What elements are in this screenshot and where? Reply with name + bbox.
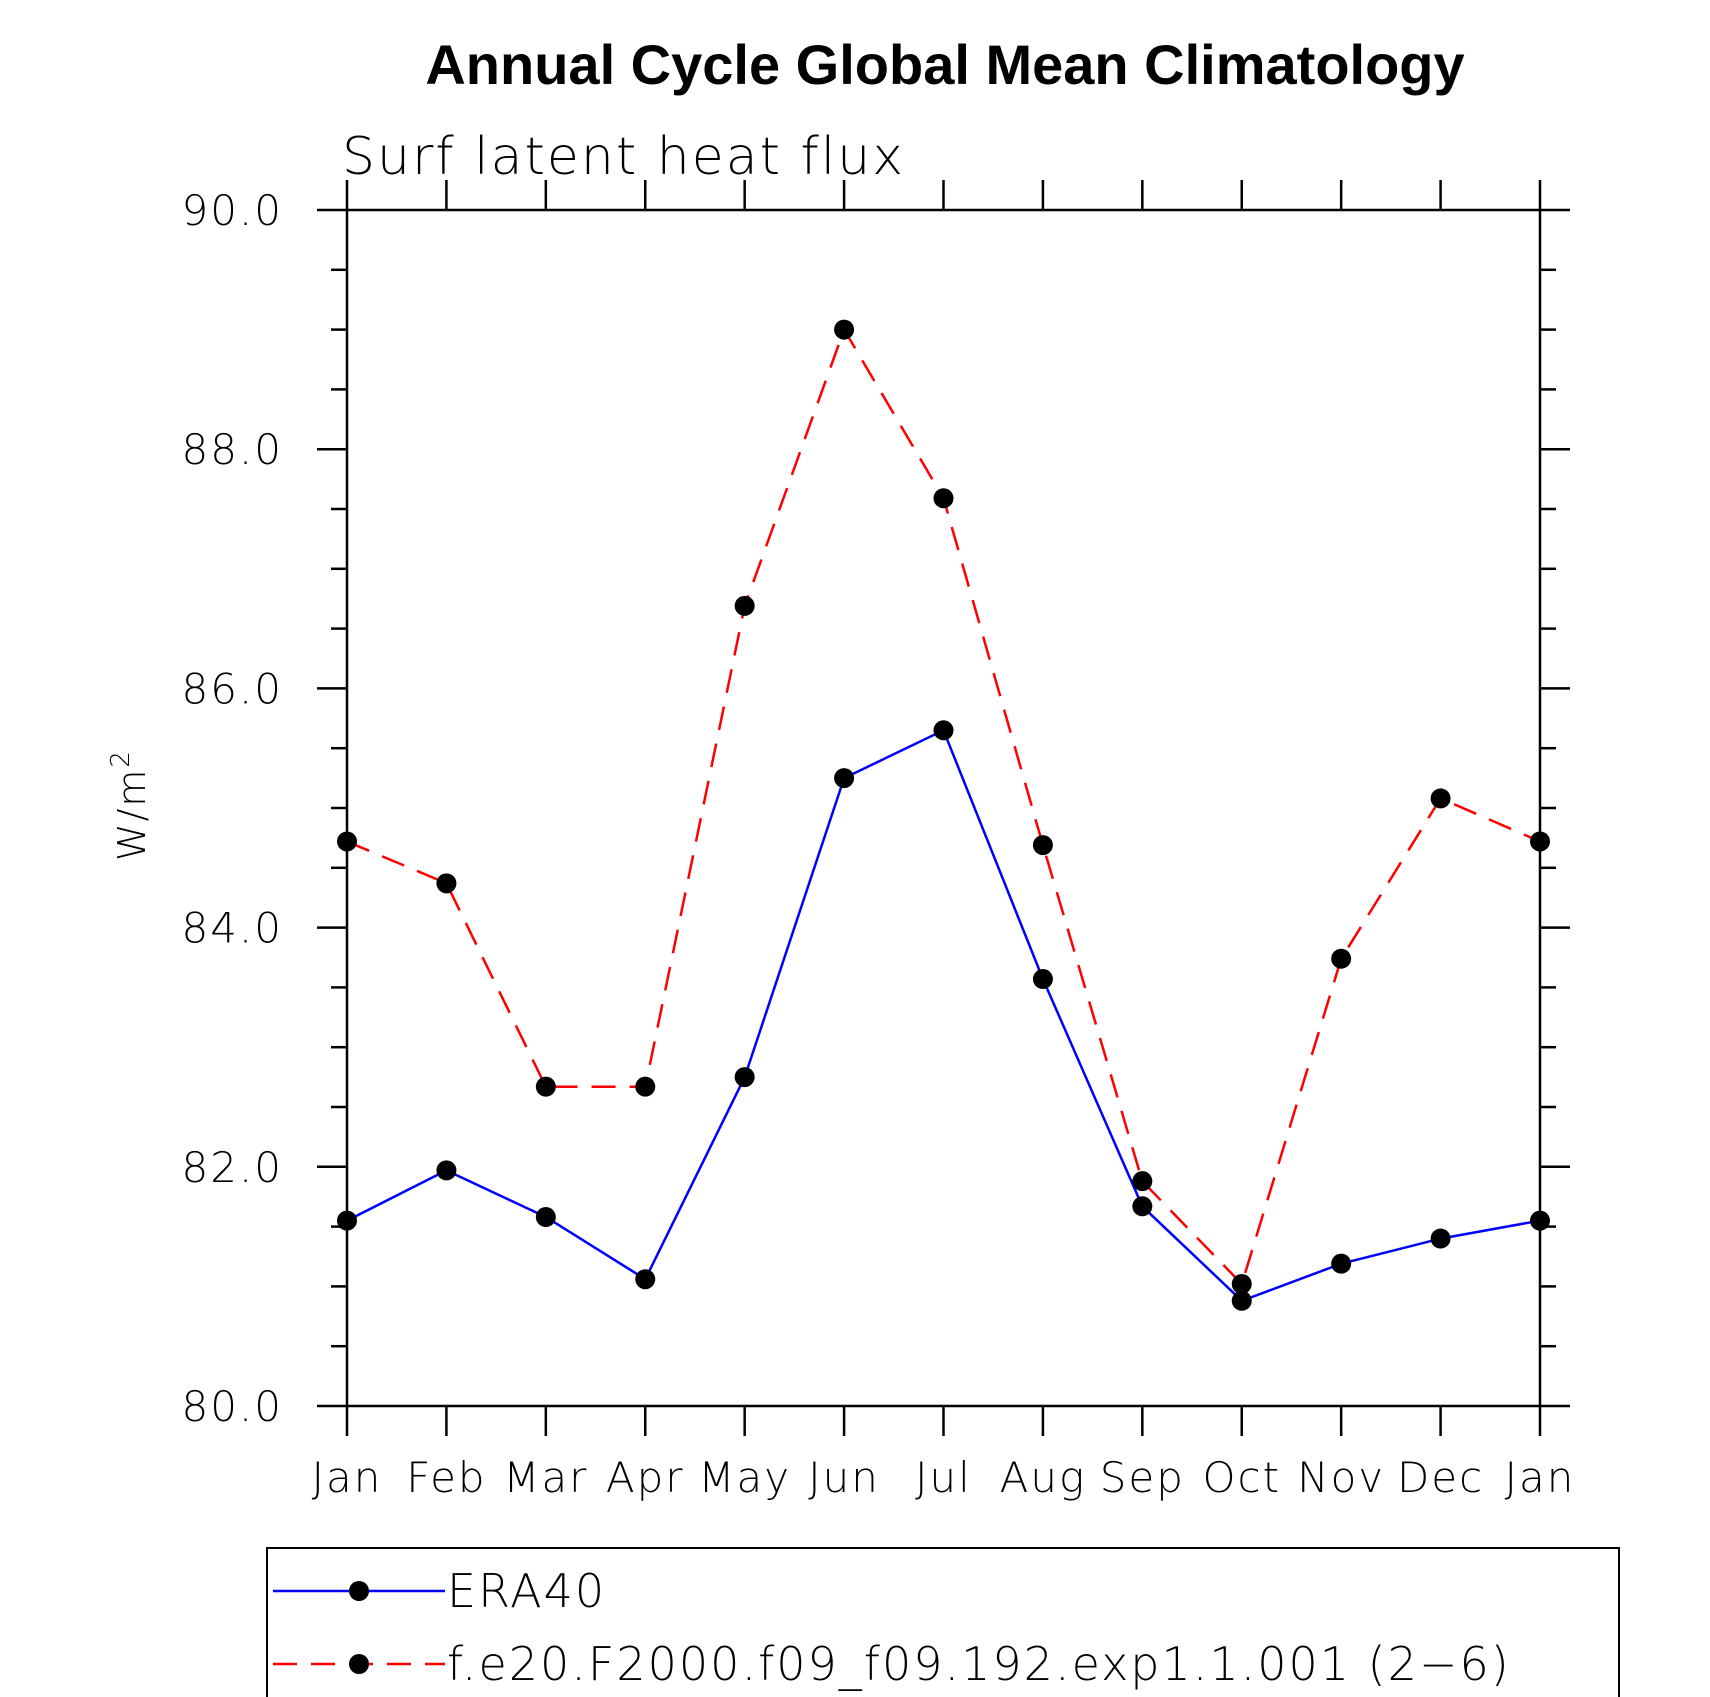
data-point-model-0 [337, 831, 357, 852]
legend-label-model: f.e20.F2000.f09_f09.192.exp1.1.001 (2−6) [447, 1637, 1511, 1691]
data-point-era40-7 [1032, 969, 1053, 990]
axes: 80.0 82.0 84.0 86.0 88.0 90.0 Jan Feb Mar Apr May J… [181, 180, 1576, 1502]
y-axis-label-superscript: 2 [106, 749, 136, 768]
x-tick-label: Aug [1000, 1453, 1087, 1502]
data-point-model-5 [834, 319, 855, 340]
x-tick-label: Jan [1505, 1453, 1576, 1502]
x-tick-label: Oct [1202, 1453, 1281, 1502]
data-point-model-11 [1430, 788, 1451, 809]
data-point-model-2 [535, 1076, 556, 1097]
y-axis-label: W/m2 [106, 749, 154, 861]
series-lines [346, 326, 1541, 1303]
data-point-model-4 [734, 595, 755, 616]
x-tick-label: Feb [406, 1453, 486, 1502]
data-point-era40-2 [535, 1207, 556, 1228]
x-tick-label: Jun [808, 1453, 880, 1502]
x-tick-label: Apr [606, 1453, 685, 1502]
data-point-era40-9 [1231, 1290, 1252, 1311]
data-point-model-7 [1032, 835, 1053, 856]
x-tick-label: Jan [312, 1453, 383, 1502]
data-point-era40-12 [1530, 1210, 1550, 1231]
data-point-model-10 [1331, 948, 1352, 969]
data-point-model-9 [1231, 1274, 1252, 1295]
data-point-model-8 [1132, 1171, 1153, 1192]
legend-label-era40: ERA40 [447, 1564, 606, 1618]
series-markers [337, 319, 1550, 1311]
plot-frame [345, 208, 1542, 1408]
data-point-era40-6 [933, 720, 954, 741]
data-point-era40-10 [1331, 1253, 1352, 1274]
data-point-era40-5 [834, 768, 855, 789]
series-line-model [346, 326, 1541, 1287]
y-tick-label: 80.0 [181, 1382, 283, 1431]
data-point-era40-11 [1430, 1228, 1451, 1249]
data-point-era40-3 [635, 1269, 656, 1290]
x-tick-label: Nov [1297, 1453, 1385, 1502]
data-point-model-12 [1530, 831, 1550, 852]
legend-box [266, 1547, 1620, 1697]
x-tick-label: Dec [1397, 1453, 1484, 1502]
x-tick-label: May [698, 1453, 791, 1502]
legend-marker-era40 [349, 1581, 369, 1601]
data-point-era40-4 [734, 1067, 755, 1088]
data-point-era40-1 [436, 1160, 457, 1181]
y-tick-label: 86.0 [181, 664, 283, 713]
y-tick-label: 82.0 [181, 1143, 283, 1192]
series-line-era40 [346, 728, 1541, 1303]
data-point-model-3 [635, 1076, 656, 1097]
chart-subtitle: Surf latent heat flux [342, 127, 905, 187]
x-tick-label: Mar [503, 1453, 588, 1502]
data-point-model-1 [436, 873, 457, 894]
data-point-era40-8 [1132, 1196, 1153, 1217]
svg-text:W/m2: W/m2 [106, 749, 154, 861]
y-tick-label: 88.0 [181, 425, 283, 474]
legend: ERA40 f.e20.F2000.f09_f09.192.exp1.1.001… [266, 1547, 1620, 1697]
y-axis-label-text: W/m [110, 768, 154, 861]
data-point-model-6 [933, 488, 954, 509]
x-tick-label: Jul [915, 1453, 972, 1502]
x-tick-label: Sep [1100, 1453, 1185, 1502]
y-tick-label: 84.0 [181, 904, 283, 953]
chart-title: Annual Cycle Global Mean Climatology [425, 33, 1464, 96]
legend-marker-model [349, 1654, 369, 1674]
data-point-era40-0 [337, 1210, 357, 1231]
y-tick-label: 90.0 [181, 186, 283, 235]
